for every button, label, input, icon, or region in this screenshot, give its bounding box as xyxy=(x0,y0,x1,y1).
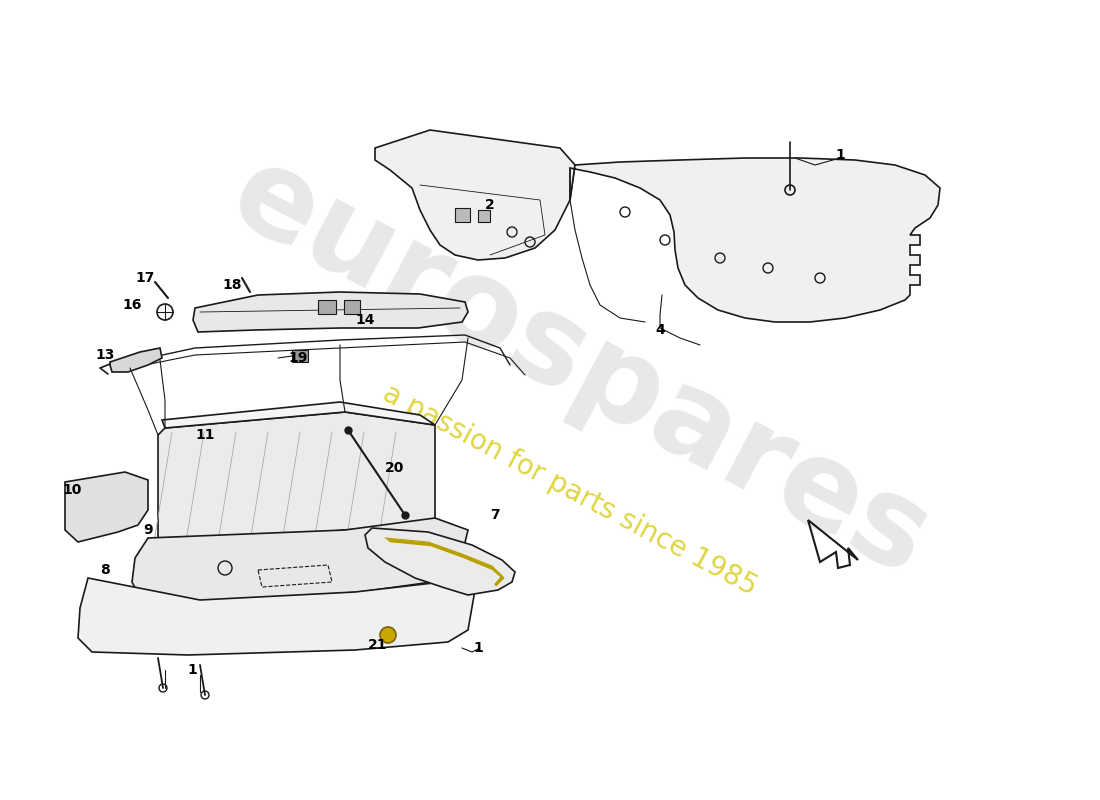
Text: 21: 21 xyxy=(368,638,387,652)
Polygon shape xyxy=(158,412,434,545)
Polygon shape xyxy=(344,300,360,314)
Polygon shape xyxy=(455,208,470,222)
Circle shape xyxy=(379,627,396,643)
Polygon shape xyxy=(65,472,148,542)
Polygon shape xyxy=(132,518,468,602)
Text: 4: 4 xyxy=(656,323,664,337)
Text: 2: 2 xyxy=(485,198,495,212)
Polygon shape xyxy=(318,300,336,314)
Polygon shape xyxy=(478,210,490,222)
Polygon shape xyxy=(570,158,940,322)
Text: 1: 1 xyxy=(187,663,197,677)
Text: a passion for parts since 1985: a passion for parts since 1985 xyxy=(378,379,762,601)
Polygon shape xyxy=(110,348,162,372)
Text: 16: 16 xyxy=(122,298,142,312)
Text: 11: 11 xyxy=(196,428,214,442)
Text: 9: 9 xyxy=(143,523,153,537)
Text: 1: 1 xyxy=(835,148,845,162)
Polygon shape xyxy=(365,528,515,595)
Text: 1: 1 xyxy=(473,641,483,655)
Polygon shape xyxy=(375,130,575,260)
Text: 14: 14 xyxy=(355,313,375,327)
Polygon shape xyxy=(192,292,468,332)
Text: 13: 13 xyxy=(96,348,114,362)
Polygon shape xyxy=(292,350,308,362)
Text: 7: 7 xyxy=(491,508,499,522)
Text: 18: 18 xyxy=(222,278,242,292)
Text: 17: 17 xyxy=(135,271,155,285)
Text: 19: 19 xyxy=(288,351,308,365)
Text: 10: 10 xyxy=(63,483,81,497)
Polygon shape xyxy=(162,402,434,428)
Text: 20: 20 xyxy=(385,461,405,475)
Polygon shape xyxy=(78,578,475,655)
Text: eurospares: eurospares xyxy=(211,135,948,601)
Text: 8: 8 xyxy=(100,563,110,577)
